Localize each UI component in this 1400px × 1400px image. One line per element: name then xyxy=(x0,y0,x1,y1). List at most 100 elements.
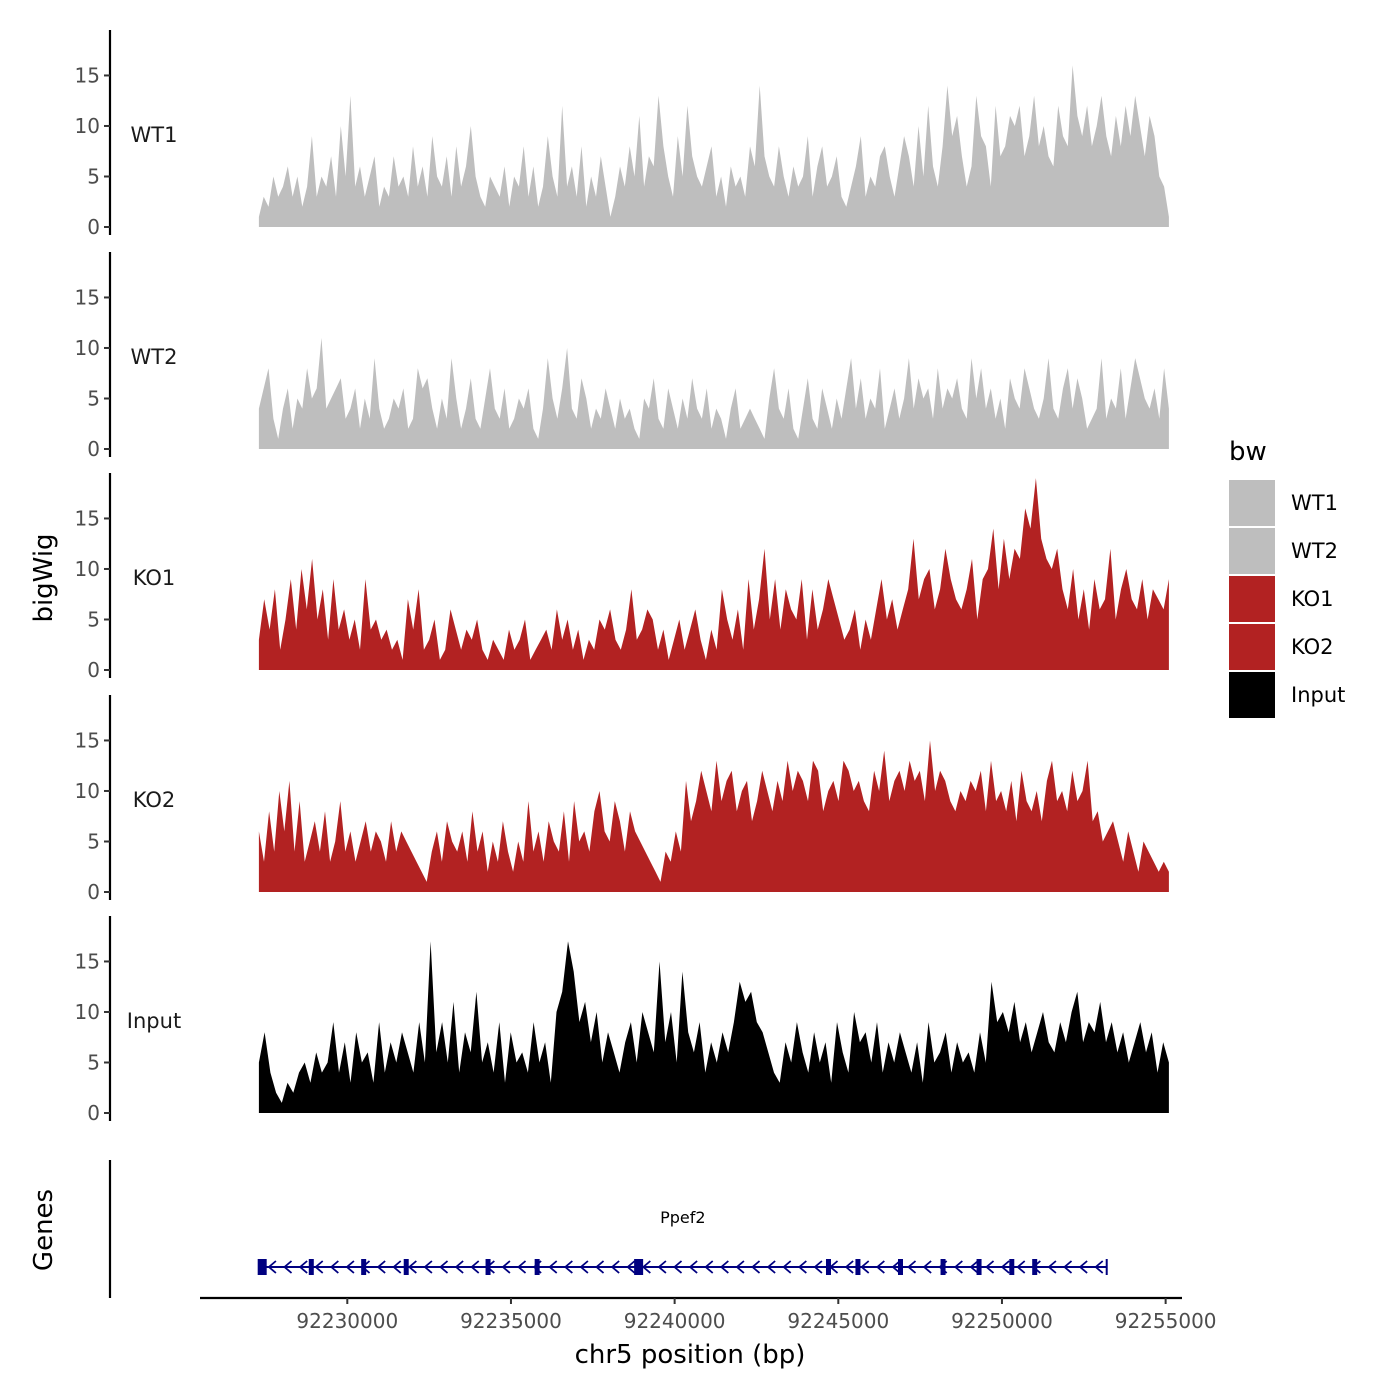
x-tick-label: 92240000 xyxy=(624,1309,726,1333)
strand-arrow xyxy=(1016,1260,1026,1274)
y-tick-label: 15 xyxy=(75,63,100,87)
strand-arrow xyxy=(298,1260,308,1274)
y-tick-label: 0 xyxy=(87,215,100,239)
gene-exon xyxy=(308,1259,314,1275)
gene-exon xyxy=(403,1259,409,1275)
legend-swatch-wt1 xyxy=(1229,480,1275,526)
area-input xyxy=(258,941,1169,1113)
track-input: 0 5 10 15 Input xyxy=(75,916,1169,1125)
track-ko2: 0 5 10 15 KO2 xyxy=(75,695,1169,904)
x-axis: 92230000 92235000 92240000 92245000 92250000… xyxy=(200,1296,1217,1333)
y-tick-label: 5 xyxy=(87,386,100,410)
y-tick-label: 15 xyxy=(75,285,100,309)
x-tick-label: 92255000 xyxy=(1115,1309,1217,1333)
y-tick-label: 5 xyxy=(87,164,100,188)
y-tick-label: 0 xyxy=(87,437,100,461)
strand-arrow xyxy=(548,1260,558,1274)
legend-swatch-ko2 xyxy=(1229,624,1275,670)
strand-arrow xyxy=(1000,1260,1010,1274)
y-tick-label: 10 xyxy=(75,336,100,360)
strand-arrow xyxy=(595,1260,605,1274)
y-tick-label: 15 xyxy=(75,506,100,530)
legend-swatch-wt2 xyxy=(1229,528,1275,574)
gene-exon xyxy=(976,1259,982,1275)
gene-exon xyxy=(634,1259,644,1275)
legend-label-wt2: WT2 xyxy=(1291,539,1338,563)
x-axis-title: chr5 position (bp) xyxy=(575,1340,806,1370)
strand-arrow xyxy=(688,1260,698,1274)
legend-label-input: Input xyxy=(1291,683,1345,707)
y-tick-label: 5 xyxy=(87,607,100,631)
bigwig-tracks: 0 5 10 15 WT1 0 5 10 15 WT2 0 5 10 15 KO1 0 5 10 15 KO2 0 5 10… xyxy=(75,30,1169,1125)
x-tick-label: 92230000 xyxy=(296,1309,398,1333)
strand-arrow xyxy=(579,1260,589,1274)
gene-exon xyxy=(825,1259,831,1275)
strand-arrow xyxy=(875,1260,885,1274)
area-ko1 xyxy=(258,478,1169,670)
strand-arrow xyxy=(751,1260,761,1274)
strand-arrow xyxy=(1047,1260,1057,1274)
strand-arrow xyxy=(813,1260,823,1274)
strand-arrow xyxy=(891,1260,901,1274)
legend: bw WT1 WT2 KO1 KO2 Input xyxy=(1229,437,1345,718)
x-tick-label: 92235000 xyxy=(460,1309,562,1333)
gene-exon xyxy=(361,1259,367,1275)
track-label: WT1 xyxy=(131,123,178,147)
legend-swatch-ko1 xyxy=(1229,576,1275,622)
track-label: KO1 xyxy=(133,566,176,590)
strand-arrow xyxy=(283,1260,293,1274)
strand-arrow xyxy=(953,1260,963,1274)
strand-arrow xyxy=(267,1260,277,1274)
strand-arrow xyxy=(610,1260,620,1274)
strand-arrow xyxy=(922,1260,932,1274)
area-wt1 xyxy=(258,65,1169,228)
strand-arrow xyxy=(985,1260,995,1274)
gene-exon xyxy=(855,1259,861,1275)
y-tick-label: 10 xyxy=(75,1000,100,1024)
legend-label-wt1: WT1 xyxy=(1291,491,1338,515)
strand-arrow xyxy=(423,1260,433,1274)
y-tick-label: 0 xyxy=(87,880,100,904)
track-wt1: 0 5 10 15 WT1 xyxy=(75,30,1169,239)
y-tick-label: 0 xyxy=(87,658,100,682)
y-axis-title: bigWig xyxy=(29,533,59,622)
gene-exon xyxy=(897,1259,903,1275)
y-tick-label: 5 xyxy=(87,1050,100,1074)
strand-arrow xyxy=(797,1260,807,1274)
strand-arrow xyxy=(844,1260,854,1274)
track-label: Input xyxy=(127,1009,181,1033)
strand-arrow xyxy=(1063,1260,1073,1274)
gene-exon xyxy=(485,1259,491,1275)
y-tick-label: 0 xyxy=(87,1101,100,1125)
strand-arrow xyxy=(439,1260,449,1274)
y-tick-label: 10 xyxy=(75,114,100,138)
strand-arrow xyxy=(657,1260,667,1274)
strand-arrow xyxy=(860,1260,870,1274)
strand-arrow xyxy=(766,1260,776,1274)
track-wt2: 0 5 10 15 WT2 xyxy=(75,252,1169,461)
strand-arrow xyxy=(563,1260,573,1274)
track-ko1: 0 5 10 15 KO1 xyxy=(75,473,1169,682)
x-tick-label: 92250000 xyxy=(951,1309,1053,1333)
gene-track: Ppef2 xyxy=(108,1160,1108,1298)
legend-label-ko1: KO1 xyxy=(1291,587,1334,611)
strand-arrow xyxy=(641,1260,651,1274)
legend-label-ko2: KO2 xyxy=(1291,635,1334,659)
track-label: KO2 xyxy=(133,788,176,812)
strand-arrow xyxy=(345,1260,355,1274)
strand-arrow xyxy=(1078,1260,1088,1274)
strand-arrow xyxy=(376,1260,386,1274)
strand-arrow xyxy=(704,1260,714,1274)
y-tick-label: 10 xyxy=(75,779,100,803)
y-tick-label: 5 xyxy=(87,829,100,853)
strand-arrow xyxy=(735,1260,745,1274)
area-ko2 xyxy=(258,740,1169,892)
strand-arrow xyxy=(907,1260,917,1274)
y-tick-label: 10 xyxy=(75,557,100,581)
strand-arrow xyxy=(673,1260,683,1274)
strand-arrow xyxy=(470,1260,480,1274)
strand-arrow xyxy=(392,1260,402,1274)
gene-exon xyxy=(534,1259,540,1275)
gene-exon xyxy=(940,1259,946,1275)
